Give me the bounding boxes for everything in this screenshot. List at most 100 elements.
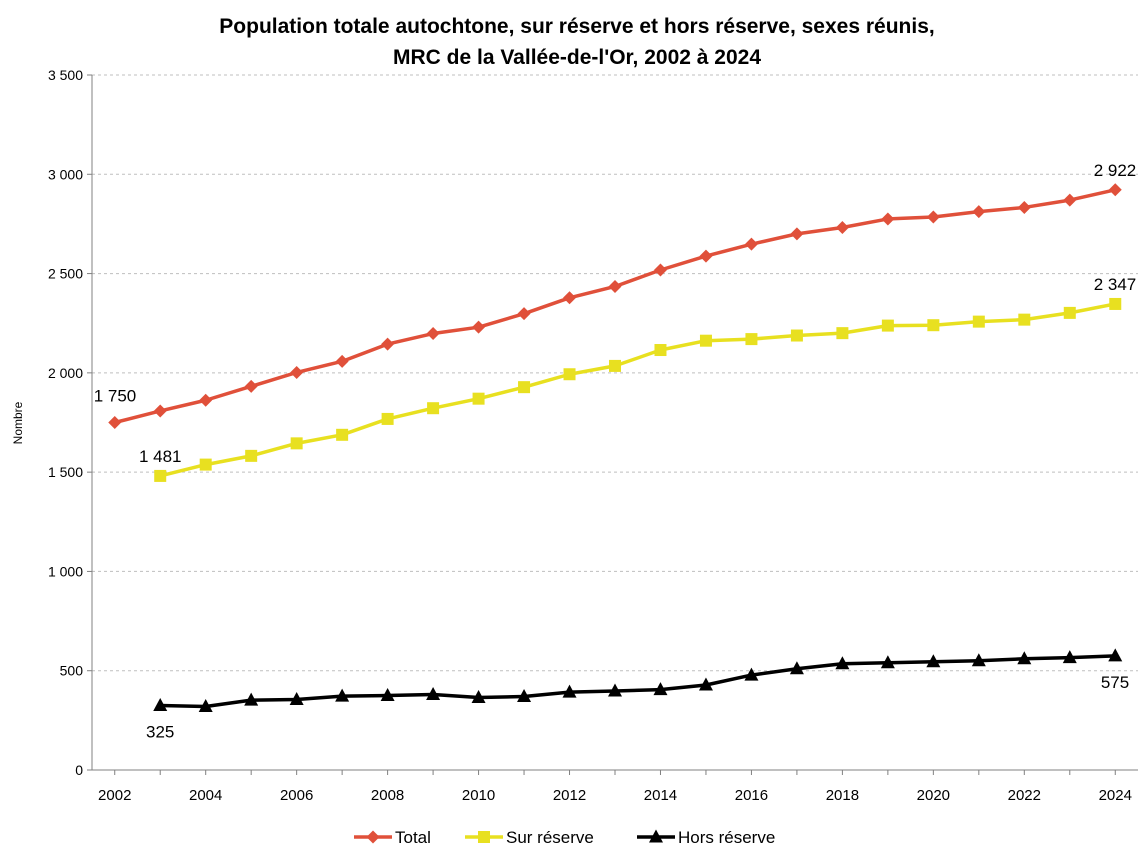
data-point <box>153 697 168 711</box>
data-point <box>381 337 395 351</box>
data-point <box>1017 200 1031 214</box>
x-tick-label: 2008 <box>371 787 404 804</box>
data-point <box>518 381 531 394</box>
data-point <box>562 684 577 698</box>
data-point <box>154 469 167 482</box>
y-tick-label: 3 000 <box>48 166 83 182</box>
data-point <box>198 698 213 712</box>
data-point <box>517 307 531 321</box>
legend-marker <box>649 829 663 843</box>
series-group <box>108 183 1123 712</box>
data-point <box>380 688 395 702</box>
data-point <box>699 334 712 347</box>
data-point <box>654 344 667 357</box>
x-tick-label: 2002 <box>98 787 131 804</box>
data-point <box>926 210 940 224</box>
data-label: 1 481 <box>139 447 182 466</box>
data-point <box>699 249 713 263</box>
y-axis-label: Nombre <box>11 401 25 444</box>
data-label: 2 347 <box>1094 275 1137 294</box>
y-tick-label: 1 500 <box>48 464 83 480</box>
x-tick-label: 2010 <box>462 787 495 804</box>
data-point <box>653 682 668 696</box>
data-point <box>108 416 122 429</box>
data-point <box>426 687 441 701</box>
data-point <box>744 237 758 251</box>
data-point <box>1017 651 1032 665</box>
data-point <box>1063 193 1077 207</box>
data-point <box>972 205 986 219</box>
data-point <box>335 354 349 368</box>
legend-marker <box>478 831 490 843</box>
data-point <box>881 319 894 332</box>
legend-item-1: Sur réserve <box>465 828 594 847</box>
data-point <box>1108 183 1122 197</box>
series-line <box>114 188 1116 425</box>
data-point <box>427 402 440 415</box>
data-point <box>745 333 758 346</box>
data-point <box>244 379 258 393</box>
data-point <box>744 667 759 681</box>
y-tick-label: 500 <box>60 663 84 679</box>
data-point <box>927 319 940 332</box>
data-point <box>244 692 259 706</box>
x-tick-label: 2004 <box>189 787 222 804</box>
x-tick-label: 2016 <box>735 787 768 804</box>
data-point <box>336 428 349 441</box>
data-point <box>836 327 849 340</box>
data-point <box>471 690 486 704</box>
data-point <box>335 688 350 702</box>
x-tick-label: 2018 <box>826 787 859 804</box>
legend-item-2: Hors réserve <box>637 828 775 847</box>
data-point <box>608 683 622 697</box>
data-point <box>653 263 667 277</box>
data-point <box>563 291 577 305</box>
series-1 <box>154 297 1122 482</box>
data-point <box>426 327 440 341</box>
series-0 <box>108 183 1122 429</box>
data-point <box>472 392 485 405</box>
legend-label: Sur réserve <box>506 828 594 847</box>
data-point <box>381 412 394 425</box>
data-label: 575 <box>1101 673 1129 692</box>
data-label: 325 <box>146 722 174 741</box>
series-2 <box>153 648 1123 712</box>
y-tick-label: 1 000 <box>48 563 83 579</box>
data-point <box>472 320 486 334</box>
data-label: 1 750 <box>94 387 137 406</box>
data-point <box>608 279 622 293</box>
data-point <box>1109 297 1122 310</box>
legend-item-0: Total <box>354 828 431 847</box>
legend-label: Total <box>395 828 431 847</box>
data-labels: 1 750 2 922 1 481 2 347 325 575 <box>94 161 1137 742</box>
data-point <box>880 655 895 669</box>
data-point <box>245 449 258 462</box>
data-point <box>563 368 576 381</box>
x-axis-ticks: 2002 2004 2006 2008 2010 2012 2014 2016 2018 2020… <box>98 770 1132 804</box>
data-point <box>698 677 713 691</box>
x-tick-label: 2012 <box>553 787 586 804</box>
legend-marker <box>366 830 380 844</box>
data-point <box>199 458 212 471</box>
data-label: 2 922 <box>1094 161 1137 180</box>
data-point <box>835 656 850 670</box>
data-point <box>790 329 803 342</box>
y-axis-ticks: 0 500 1 000 1 500 2 000 2 500 3 000 3 500 <box>48 67 92 778</box>
x-tick-label: 2022 <box>1008 787 1041 804</box>
data-point <box>926 654 941 668</box>
x-tick-label: 2006 <box>280 787 313 804</box>
data-point <box>153 404 167 418</box>
data-point <box>290 437 303 450</box>
series-line <box>159 302 1116 478</box>
data-point <box>289 692 304 706</box>
data-point <box>517 689 532 703</box>
y-tick-label: 3 500 <box>48 67 83 83</box>
data-point <box>1108 648 1123 662</box>
x-tick-label: 2014 <box>644 787 677 804</box>
data-point <box>290 365 304 379</box>
y-tick-label: 0 <box>75 762 83 778</box>
legend-label: Hors réserve <box>678 828 775 847</box>
y-tick-label: 2 000 <box>48 365 83 381</box>
chart-title-line2: MRC de la Vallée-de-l'Or, 2002 à 2024 <box>393 46 761 69</box>
